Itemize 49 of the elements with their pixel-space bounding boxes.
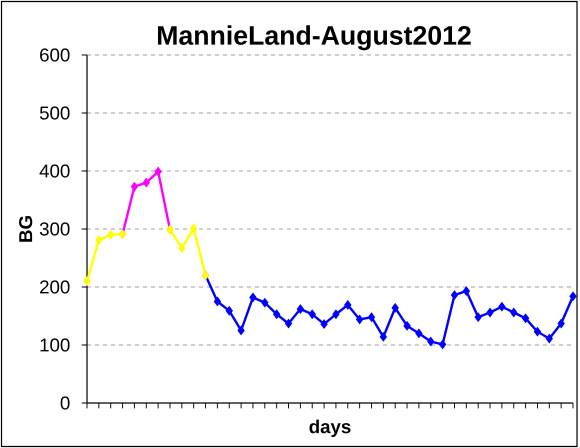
point <box>510 308 518 318</box>
point <box>178 243 186 253</box>
y-tick-label: 600 <box>40 48 70 62</box>
point <box>142 178 150 188</box>
point <box>498 302 506 312</box>
point <box>415 328 423 338</box>
x-axis-title: days <box>310 420 351 438</box>
point <box>438 340 446 350</box>
y-tick-label: 200 <box>40 280 70 294</box>
point <box>486 308 494 318</box>
point <box>154 166 162 176</box>
point <box>462 286 470 296</box>
point <box>474 312 482 322</box>
point <box>534 326 542 336</box>
point <box>226 306 233 316</box>
point <box>190 224 198 234</box>
point <box>272 309 280 320</box>
point <box>392 303 399 313</box>
point <box>450 290 458 300</box>
point <box>380 332 388 342</box>
point <box>320 319 328 329</box>
point <box>308 309 316 320</box>
point <box>332 309 340 320</box>
point <box>214 296 222 306</box>
y-tick-label: 500 <box>40 106 70 120</box>
y-tick-label: 300 <box>40 222 70 236</box>
y-tick-label: 0 <box>60 396 70 410</box>
point <box>130 182 138 192</box>
point <box>83 276 91 286</box>
point <box>546 334 553 344</box>
point <box>356 314 364 324</box>
point <box>284 318 292 328</box>
y-tick-label: 100 <box>40 338 70 352</box>
point <box>569 291 577 302</box>
point <box>427 336 434 346</box>
point <box>296 304 304 314</box>
point <box>344 300 352 310</box>
point <box>557 318 565 328</box>
point <box>237 326 245 336</box>
chart-title: MannieLand-August2012 <box>158 25 471 50</box>
point <box>95 235 103 245</box>
point <box>249 292 257 302</box>
point <box>261 298 268 308</box>
y-axis-title: BG <box>19 216 32 242</box>
point <box>522 314 530 324</box>
point <box>368 312 376 322</box>
y-tick-label: 400 <box>40 164 70 178</box>
point <box>403 321 411 331</box>
point <box>107 230 114 240</box>
